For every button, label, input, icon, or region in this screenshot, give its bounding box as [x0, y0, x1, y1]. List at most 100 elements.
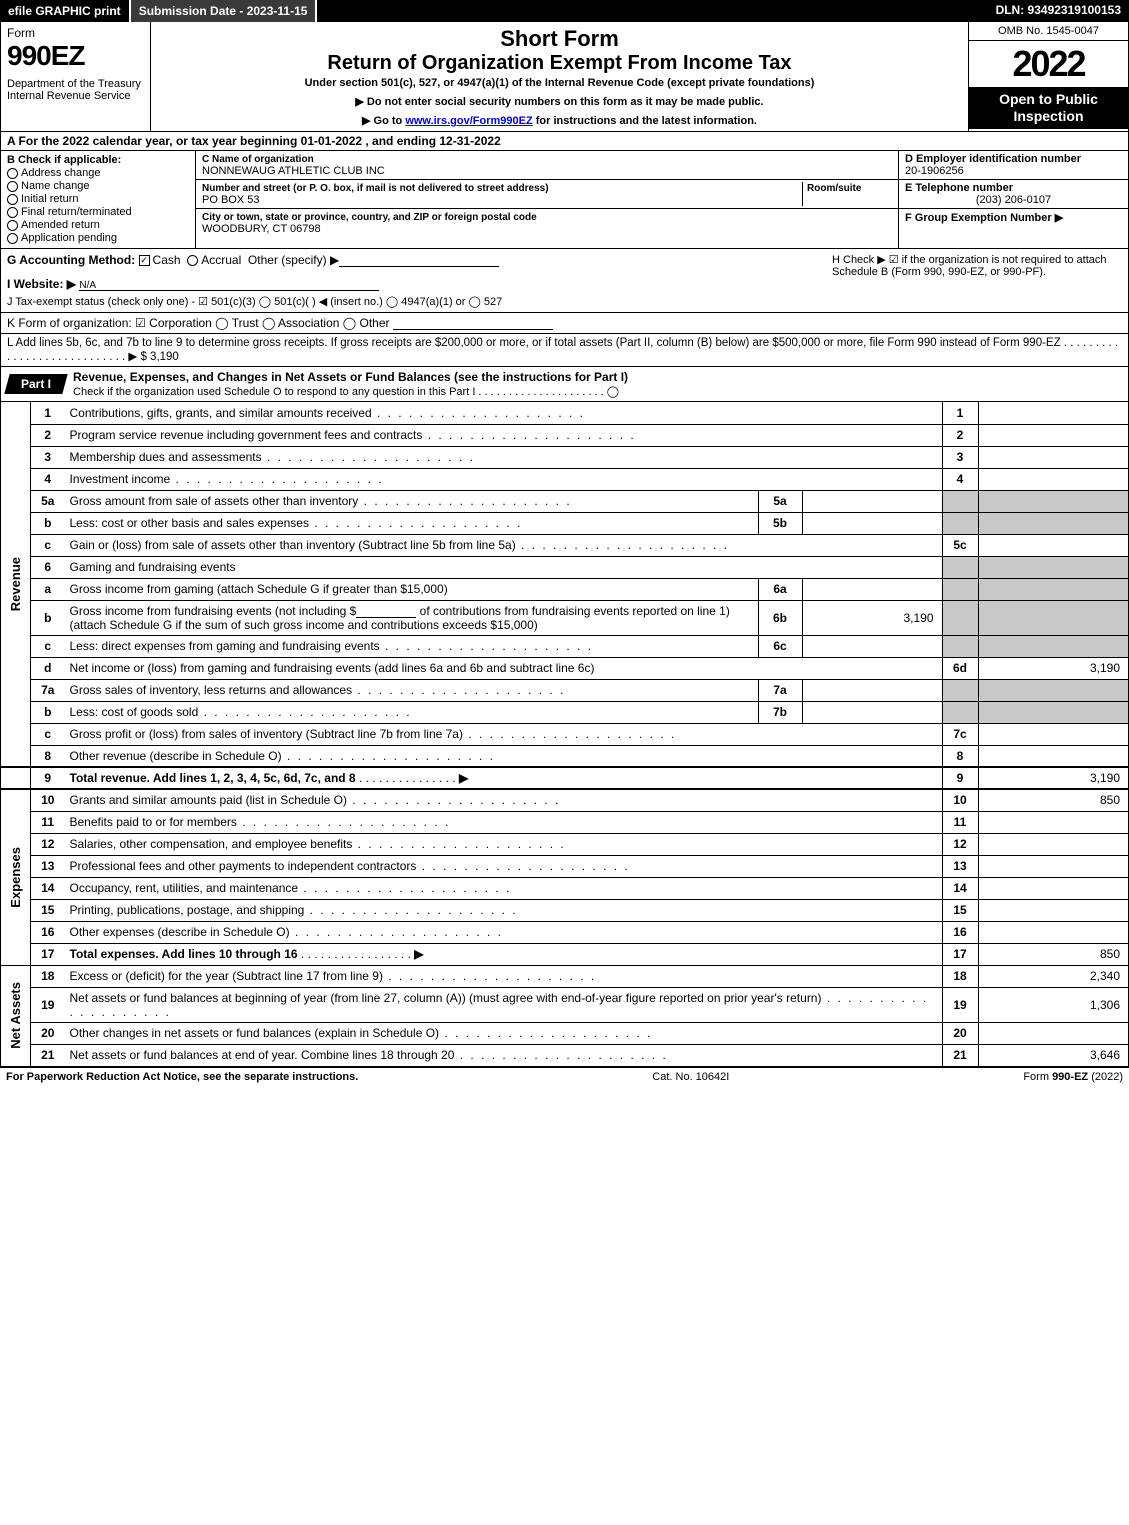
g-cash-cb: ✓ — [139, 255, 150, 266]
part1-check: Check if the organization used Schedule … — [73, 386, 619, 398]
room-lbl: Room/suite — [807, 183, 861, 194]
part1-tab: Part I — [4, 374, 67, 394]
g-other: Other (specify) ▶ — [248, 253, 339, 267]
line-5a: 5aGross amount from sale of assets other… — [1, 490, 1128, 512]
b-opt-5: Application pending — [7, 232, 189, 244]
c-city-lbl: City or town, state or province, country… — [202, 212, 537, 223]
bullet2-pre: ▶ Go to — [362, 115, 405, 127]
line-12: 12Salaries, other compensation, and empl… — [1, 833, 1128, 855]
grp-lbl: F Group Exemption Number ▶ — [905, 212, 1063, 224]
form-number: 990EZ — [7, 40, 144, 72]
line-4: 4Investment income4 — [1, 468, 1128, 490]
line-5c: cGain or (loss) from sale of assets othe… — [1, 534, 1128, 556]
org-street: PO BOX 53 — [202, 194, 259, 206]
topbar-spacer — [317, 0, 987, 22]
page-footer: For Paperwork Reduction Act Notice, see … — [0, 1067, 1129, 1086]
department-label: Department of the Treasury Internal Reve… — [7, 78, 144, 102]
k-text: K Form of organization: ☑ Corporation ◯ … — [7, 316, 390, 330]
c-name-cell: C Name of organization NONNEWAUG ATHLETI… — [196, 151, 898, 180]
ein-val: 20-1906256 — [905, 165, 964, 177]
short-form-label: Short Form — [159, 26, 960, 52]
line-6d: dNet income or (loss) from gaming and fu… — [1, 657, 1128, 679]
bullet-ssn: ▶ Do not enter social security numbers o… — [159, 95, 960, 108]
vlabel-revenue: Revenue — [1, 402, 31, 767]
line-1: Revenue 1Contributions, gifts, grants, a… — [1, 402, 1128, 424]
line-14: 14Occupancy, rent, utilities, and mainte… — [1, 877, 1128, 899]
form-header: Form 990EZ Department of the Treasury In… — [0, 22, 1129, 132]
b-opt-4: Amended return — [7, 219, 189, 231]
row-l: L Add lines 5b, 6c, and 7b to line 9 to … — [0, 334, 1129, 367]
main-grid-wrap: Revenue 1Contributions, gifts, grants, a… — [0, 402, 1129, 1067]
vlabel-netassets: Net Assets — [1, 965, 31, 1066]
g-accrual-cb — [187, 255, 198, 266]
g-other-input[interactable] — [339, 253, 499, 267]
line-5b: bLess: cost or other basis and sales exp… — [1, 512, 1128, 534]
irs-link[interactable]: www.irs.gov/Form990EZ — [405, 115, 532, 127]
d-tel: E Telephone number (203) 206-0107 — [899, 180, 1128, 209]
b-title: B Check if applicable: — [7, 154, 121, 166]
row-j: J Tax-exempt status (check only one) - ☑… — [7, 295, 1122, 308]
form-subtitle: Under section 501(c), 527, or 4947(a)(1)… — [159, 77, 960, 89]
line-6b: bGross income from fundraising events (n… — [1, 600, 1128, 635]
header-right: OMB No. 1545-0047 2022 Open to Public In… — [968, 22, 1128, 131]
bullet2-post: for instructions and the latest informat… — [533, 115, 757, 127]
line-15: 15Printing, publications, postage, and s… — [1, 899, 1128, 921]
g-label: G Accounting Method: — [7, 253, 135, 267]
row-k: K Form of organization: ☑ Corporation ◯ … — [0, 313, 1129, 334]
line-17: 17Total expenses. Add lines 10 through 1… — [1, 943, 1128, 965]
line-13: 13Professional fees and other payments t… — [1, 855, 1128, 877]
website-val: N/A — [79, 280, 96, 291]
part1-title-text: Revenue, Expenses, and Changes in Net As… — [73, 370, 628, 384]
bcd-block: B Check if applicable: Address change Na… — [0, 151, 1129, 249]
tax-year: 2022 — [969, 41, 1128, 87]
footer-mid: Cat. No. 10642I — [652, 1071, 729, 1083]
line-18: Net Assets 18Excess or (deficit) for the… — [1, 965, 1128, 987]
line-7a: 7aGross sales of inventory, less returns… — [1, 679, 1128, 701]
b-opt-3: Final return/terminated — [7, 206, 189, 218]
line-6a: aGross income from gaming (attach Schedu… — [1, 578, 1128, 600]
d-ein: D Employer identification number 20-1906… — [899, 151, 1128, 180]
c-street-cell: Number and street (or P. O. box, if mail… — [196, 180, 898, 209]
g-cash: Cash — [153, 253, 181, 267]
c-name-lbl: C Name of organization — [202, 154, 314, 165]
b-opt-2: Initial return — [7, 193, 189, 205]
row-a: A For the 2022 calendar year, or tax yea… — [0, 132, 1129, 151]
form-word: Form — [7, 26, 144, 40]
row-ghij: G Accounting Method: ✓Cash Accrual Other… — [0, 249, 1129, 313]
col-d: D Employer identification number 20-1906… — [898, 151, 1128, 248]
b-opt-0: Address change — [7, 167, 189, 179]
line-3: 3Membership dues and assessments3 — [1, 446, 1128, 468]
d-grp: F Group Exemption Number ▶ — [899, 209, 1128, 248]
header-mid: Short Form Return of Organization Exempt… — [151, 22, 968, 131]
g-accrual: Accrual — [201, 253, 241, 267]
bullet-link: ▶ Go to www.irs.gov/Form990EZ for instru… — [159, 114, 960, 127]
header-left: Form 990EZ Department of the Treasury In… — [1, 22, 151, 131]
footer-left: For Paperwork Reduction Act Notice, see … — [6, 1071, 358, 1083]
line-2: 2Program service revenue including gover… — [1, 424, 1128, 446]
dln-label: DLN: 93492319100153 — [988, 0, 1129, 22]
line-21: 21Net assets or fund balances at end of … — [1, 1044, 1128, 1066]
part1-header: Part I Revenue, Expenses, and Changes in… — [0, 367, 1129, 402]
row-h: H Check ▶ ☑ if the organization is not r… — [832, 253, 1122, 278]
c-street-lbl: Number and street (or P. O. box, if mail… — [202, 183, 549, 194]
line-19: 19Net assets or fund balances at beginni… — [1, 987, 1128, 1022]
col-b: B Check if applicable: Address change Na… — [1, 151, 196, 248]
line-10: Expenses 10Grants and similar amounts pa… — [1, 789, 1128, 811]
footer-right: Form 990-EZ (2022) — [1023, 1071, 1123, 1083]
org-city: WOODBURY, CT 06798 — [202, 223, 321, 235]
omb-number: OMB No. 1545-0047 — [969, 22, 1128, 41]
website-input[interactable]: N/A — [79, 277, 379, 291]
c-city-cell: City or town, state or province, country… — [196, 209, 898, 237]
tel-val: (203) 206-0107 — [905, 194, 1122, 206]
org-name: NONNEWAUG ATHLETIC CLUB INC — [202, 165, 385, 177]
line-8: 8Other revenue (describe in Schedule O)8 — [1, 745, 1128, 767]
col-c: C Name of organization NONNEWAUG ATHLETI… — [196, 151, 898, 248]
line-11: 11Benefits paid to or for members11 — [1, 811, 1128, 833]
main-grid: Revenue 1Contributions, gifts, grants, a… — [1, 402, 1128, 1066]
top-bar: efile GRAPHIC print Submission Date - 20… — [0, 0, 1129, 22]
tel-lbl: E Telephone number — [905, 182, 1013, 194]
vlabel-expenses: Expenses — [1, 789, 31, 965]
i-label: I Website: ▶ — [7, 277, 76, 291]
k-other-input[interactable] — [393, 316, 553, 330]
b-opt-1: Name change — [7, 180, 189, 192]
